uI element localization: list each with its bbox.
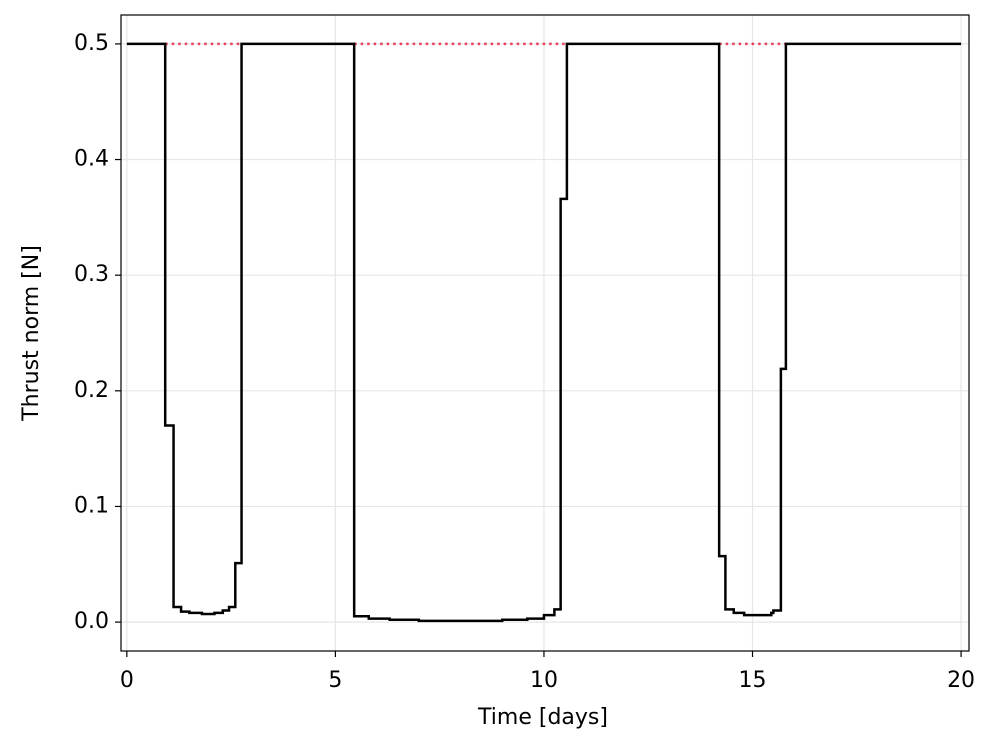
y-tick-label: 0.4 — [74, 147, 109, 172]
y-tick-label: 0.3 — [74, 262, 109, 287]
y-tick-label: 0.5 — [74, 31, 109, 56]
y-tick-label: 0.2 — [74, 378, 109, 403]
x-axis-label: Time [days] — [477, 705, 608, 730]
x-tick-label: 5 — [328, 668, 342, 693]
data-line — [126, 42, 962, 623]
x-tick-label: 15 — [739, 668, 767, 693]
y-tick-label: 0.1 — [74, 493, 109, 518]
x-tick-label: 0 — [120, 668, 134, 693]
x-tick-label: 10 — [530, 668, 558, 693]
y-tick-label: 0.0 — [74, 609, 109, 634]
x-tick-label: 20 — [947, 668, 975, 693]
y-axis-label: Thrust norm [N] — [19, 245, 44, 422]
plot-frame — [120, 14, 970, 652]
